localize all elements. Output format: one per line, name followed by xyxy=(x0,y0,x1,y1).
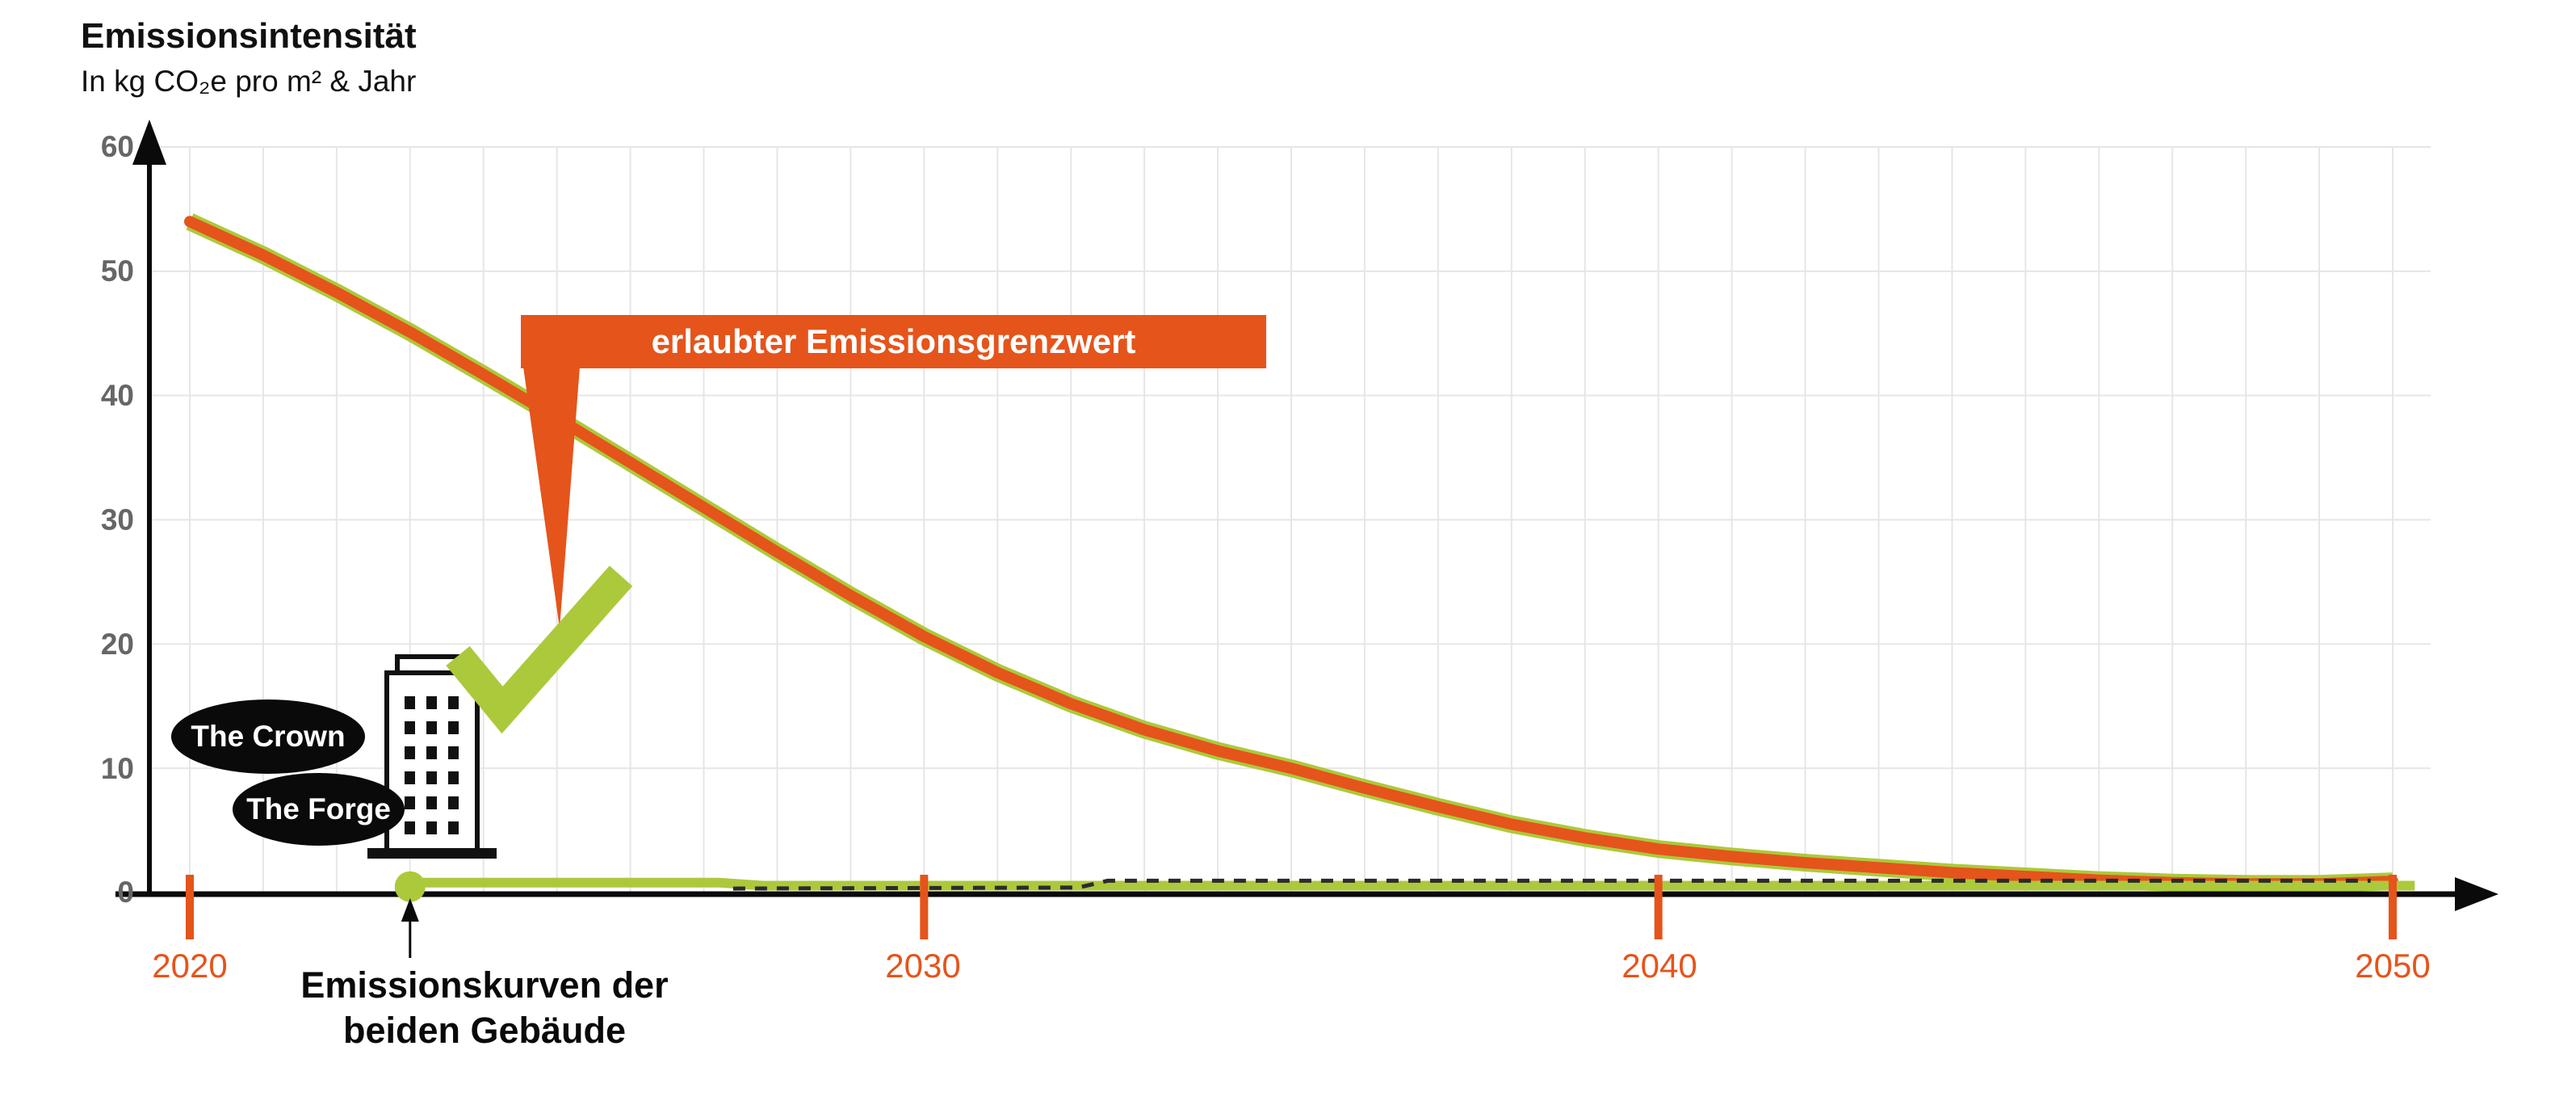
x-tick-mark xyxy=(2388,875,2397,939)
y-tick-20: 20 xyxy=(100,628,134,661)
callout-pointer xyxy=(523,367,580,628)
building-window xyxy=(405,821,415,834)
building-window xyxy=(405,771,415,784)
crown-curve xyxy=(409,877,2415,891)
building-label-the-forge: The Forge xyxy=(233,773,405,846)
building-curves-annotation: Emissionskurven der beiden Gebäude xyxy=(300,964,669,1051)
building-window xyxy=(405,721,415,734)
building-window xyxy=(448,771,459,784)
building-window xyxy=(426,796,437,809)
chart-unit-subtitle: In kg CO₂e pro m² & Jahr xyxy=(81,65,417,98)
x-tick-2040: 2040 xyxy=(1622,947,1697,985)
building-label-the-crown: The Crown xyxy=(171,699,365,774)
building-window xyxy=(405,796,415,809)
x-tick-mark xyxy=(186,875,194,939)
x-tick-2050: 2050 xyxy=(2355,947,2431,985)
y-tick-0: 0 xyxy=(117,876,134,909)
y-axis-arrowhead xyxy=(132,120,166,165)
x-tick-2030: 2030 xyxy=(885,947,961,985)
x-tick-mark xyxy=(920,875,929,939)
forge-curve-dashed xyxy=(732,878,2371,891)
building-base xyxy=(367,848,497,859)
building-window xyxy=(448,796,459,809)
building-window xyxy=(448,746,459,759)
building-curves-start-dot xyxy=(394,871,426,902)
building-window xyxy=(426,696,437,709)
y-tick-30: 30 xyxy=(100,503,134,536)
building-window xyxy=(405,696,415,709)
building-window xyxy=(426,746,437,759)
building-window xyxy=(448,721,459,734)
y-tick-50: 50 xyxy=(100,254,134,288)
x-tick-2020: 2020 xyxy=(152,947,228,985)
building-window xyxy=(426,721,437,734)
limit-callout-label: erlaubter Emissionsgrenzwert xyxy=(521,315,1266,368)
y-tick-10: 10 xyxy=(100,752,134,785)
building-window xyxy=(426,821,437,834)
y-tick-60: 60 xyxy=(100,130,134,163)
building-window xyxy=(448,821,459,834)
checkmark-icon xyxy=(446,565,633,734)
y-tick-40: 40 xyxy=(100,379,134,412)
building-window xyxy=(426,771,437,784)
x-tick-mark xyxy=(1654,875,1663,939)
building-window xyxy=(405,746,415,759)
chart-title: Emissionsintensität xyxy=(81,16,417,56)
x-axis-arrowhead xyxy=(2455,877,2498,911)
annotation-arrowhead xyxy=(401,898,419,922)
building-window xyxy=(448,696,459,709)
